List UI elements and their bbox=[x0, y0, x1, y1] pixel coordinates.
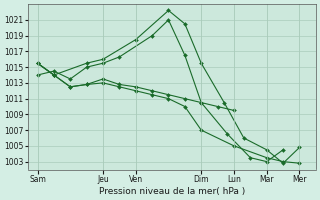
X-axis label: Pression niveau de la mer( hPa ): Pression niveau de la mer( hPa ) bbox=[99, 187, 245, 196]
